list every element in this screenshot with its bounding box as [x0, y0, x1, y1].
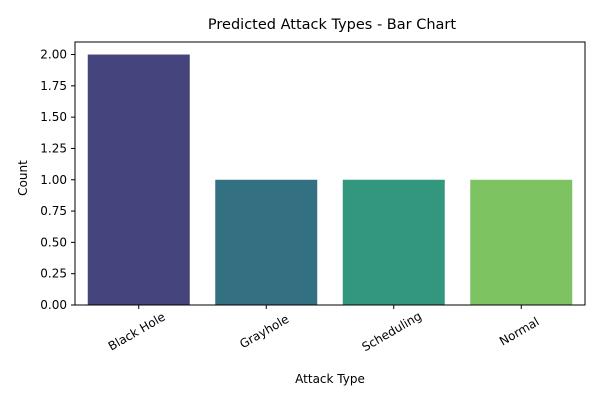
x-axis: Black Hole Grayhole Scheduling Normal	[106, 305, 542, 354]
y-tick-label: 1.75	[40, 79, 67, 93]
y-tick-label: 1.25	[40, 141, 67, 155]
bar	[470, 179, 573, 305]
y-tick-label: 2.00	[40, 48, 67, 62]
y-tick-label: 1.50	[40, 110, 67, 124]
x-tick-label: Normal	[497, 315, 542, 349]
y-tick-label: 0.25	[40, 267, 67, 281]
chart-title: Predicted Attack Types - Bar Chart	[208, 17, 456, 33]
x-tick-label: Black Hole	[106, 310, 168, 354]
y-axis: 0.00 0.25 0.50 0.75 1.00 1.25 1.50 1.75 2.00	[40, 48, 75, 312]
bar	[342, 179, 445, 305]
x-axis-label: Attack Type	[295, 372, 365, 386]
bar	[215, 179, 318, 305]
plot-frame	[74, 41, 586, 306]
plot-area	[87, 54, 573, 306]
bar	[87, 54, 190, 306]
y-tick-label: 1.00	[40, 173, 67, 187]
x-tick-label: Grayhole	[237, 312, 291, 351]
y-tick-label: 0.00	[40, 298, 67, 312]
x-tick-label: Scheduling	[360, 309, 424, 354]
y-axis-label: Count	[16, 160, 30, 196]
y-tick-label: 0.50	[40, 235, 67, 249]
y-tick-label: 0.75	[40, 204, 67, 218]
